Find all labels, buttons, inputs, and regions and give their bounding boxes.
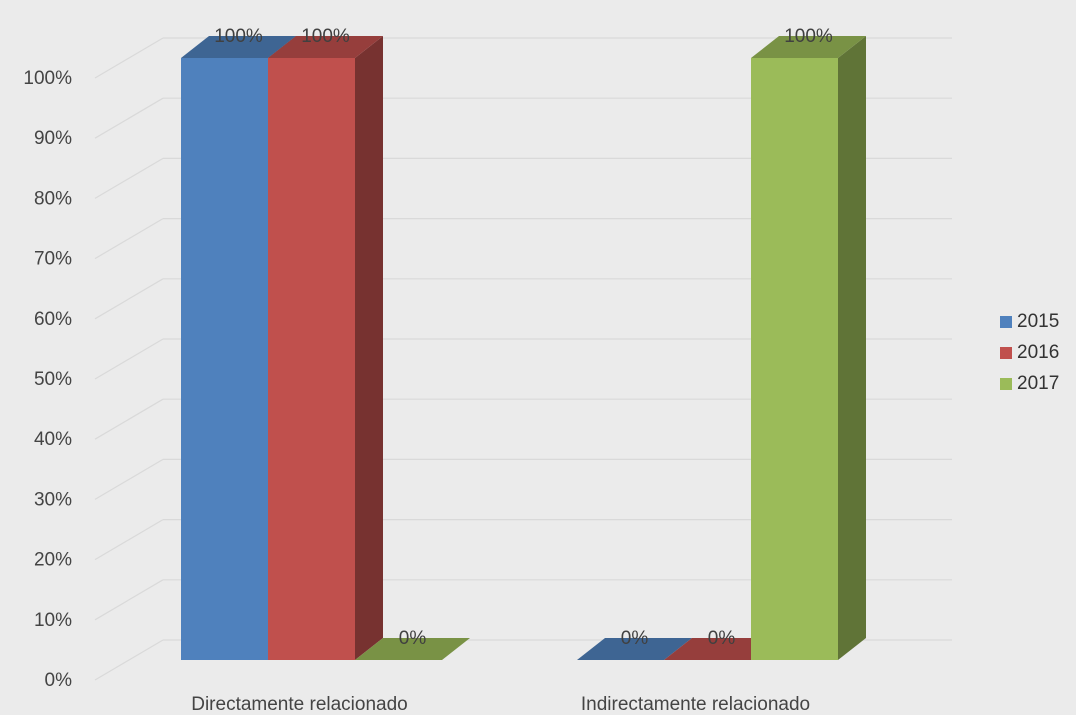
y-tick-label: 90% [34, 128, 72, 149]
bar-2017-top [355, 638, 470, 660]
side-gridline [94, 639, 164, 681]
bar-2017-top [751, 36, 866, 58]
y-tick-label: 30% [34, 489, 72, 510]
legend-item-2017: 2017 [1000, 368, 1059, 399]
side-gridline [94, 579, 164, 621]
data-label-2016: 100% [301, 26, 350, 47]
bar-2016-side [355, 36, 383, 660]
legend-item-2015: 2015 [1000, 306, 1059, 337]
side-gridline [94, 338, 164, 380]
side-gridline [94, 218, 164, 260]
bar-2016-top [268, 36, 383, 58]
bar-2016-front [268, 58, 355, 660]
legend-swatch-2015 [1000, 315, 1012, 328]
y-tick-label: 50% [34, 369, 72, 390]
data-label-2015: 100% [214, 26, 263, 47]
y-tick-label: 10% [34, 610, 72, 631]
side-gridline [94, 519, 164, 561]
side-gridline [94, 37, 164, 79]
y-tick-label: 80% [34, 188, 72, 209]
legend-item-2016: 2016 [1000, 337, 1059, 368]
legend-swatch-2016 [1000, 346, 1012, 359]
y-tick-label: 100% [23, 68, 72, 89]
side-gridline [94, 97, 164, 139]
x-category-label: Indirectamente relacionado [581, 694, 810, 715]
bar-2015-top [181, 36, 296, 58]
bar-2017-side [838, 36, 866, 660]
bar-2015-top [577, 638, 692, 660]
data-label-2016: 0% [708, 628, 736, 649]
side-gridline [94, 458, 164, 500]
y-tick-label: 40% [34, 429, 72, 450]
chart-legend: 2015 2016 2017 [1000, 306, 1059, 399]
data-label-2017: 0% [399, 628, 427, 649]
x-category-label: Directamente relacionado [191, 694, 408, 715]
y-tick-label: 60% [34, 309, 72, 330]
legend-label-2017: 2017 [1017, 372, 1060, 394]
y-tick-label: 20% [34, 550, 72, 571]
bar-2016-top [664, 638, 779, 660]
y-tick-label: 70% [34, 249, 72, 270]
side-gridline [94, 157, 164, 199]
legend-label-2016: 2016 [1017, 341, 1060, 363]
legend-swatch-2017 [1000, 377, 1012, 390]
bar-2017-front [751, 58, 838, 660]
side-gridline [94, 278, 164, 320]
y-tick-label: 0% [45, 670, 73, 691]
data-label-2017: 100% [784, 26, 833, 47]
bar-2015-front [181, 58, 268, 660]
data-label-2015: 0% [621, 628, 649, 649]
legend-label-2015: 2015 [1017, 310, 1060, 332]
side-gridline [94, 398, 164, 440]
